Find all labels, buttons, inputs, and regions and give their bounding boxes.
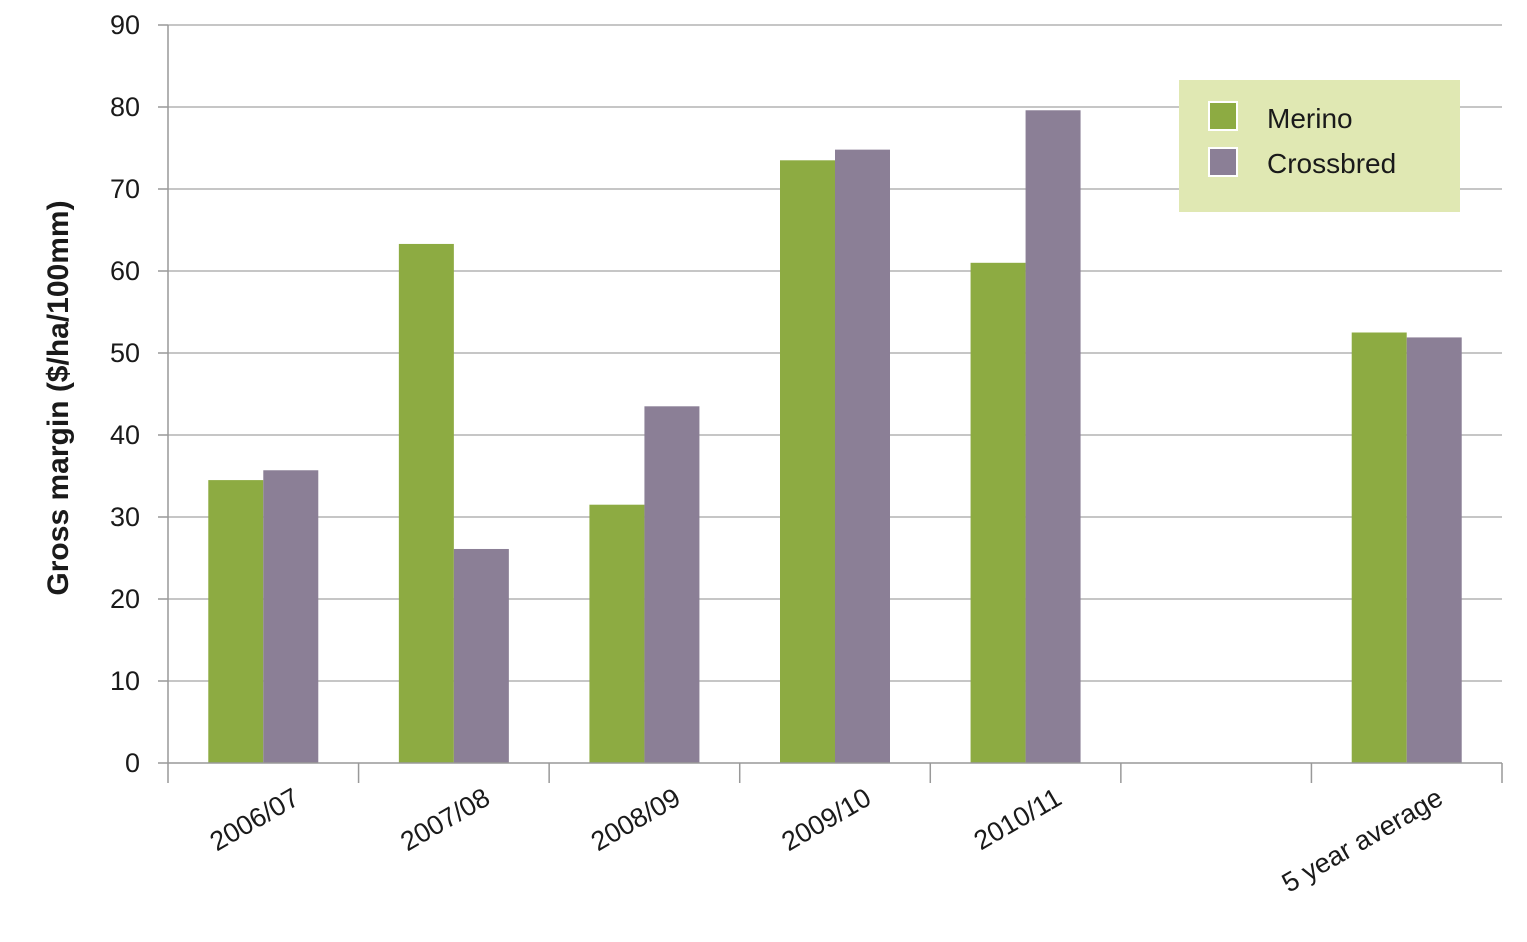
x-category-label: 2006/07: [205, 782, 305, 857]
bar-crossbred-1: [453, 548, 509, 763]
x-axis: [167, 762, 1503, 783]
x-category-label: 2008/09: [586, 782, 686, 857]
x-category-label: 2007/08: [395, 782, 495, 857]
bar-merino-0: [208, 480, 264, 763]
bar-merino-1: [398, 243, 454, 763]
y-tick-label: 70: [110, 174, 140, 204]
bar-merino-4: [970, 262, 1026, 763]
bar-merino-2: [589, 504, 645, 763]
bar-crossbred-4: [1025, 110, 1081, 763]
x-category-label: 5 year average: [1277, 782, 1448, 898]
y-tick-label: 0: [125, 748, 140, 778]
legend-label-crossbred: Crossbred: [1267, 148, 1396, 179]
legend-swatch-crossbred: [1208, 147, 1238, 177]
y-tick-label: 60: [110, 256, 140, 286]
x-category-label: 2009/10: [776, 782, 876, 857]
y-tick-label: 10: [110, 666, 140, 696]
y-axis-ticks: 0 10 20 30 40 50 60 70 80 90: [110, 10, 169, 778]
y-tick-label: 50: [110, 338, 140, 368]
legend-background: [1179, 80, 1460, 212]
y-tick-label: 30: [110, 502, 140, 532]
y-tick-label: 80: [110, 92, 140, 122]
y-axis-label: Gross margin ($/ha/100mm): [42, 200, 75, 595]
legend-swatch-merino: [1208, 101, 1238, 131]
bars: [208, 110, 1462, 764]
bar-merino-3: [780, 160, 835, 764]
y-tick-label: 90: [110, 10, 140, 40]
x-axis-categories: 2006/07 2007/08 2008/09 2009/10 2010/11 5 yea…: [205, 782, 1448, 898]
x-category-label: 2010/11: [969, 782, 1067, 856]
y-tick-label: 40: [110, 420, 140, 450]
y-tick-label: 20: [110, 584, 140, 614]
bar-crossbred-0: [263, 470, 319, 763]
bar-crossbred-6: [1406, 337, 1462, 763]
bar-merino-6: [1351, 332, 1407, 763]
bar-crossbred-3: [835, 149, 890, 763]
bar-crossbred-2: [644, 406, 700, 763]
legend: Merino Crossbred: [1179, 80, 1460, 212]
legend-label-merino: Merino: [1267, 103, 1353, 134]
